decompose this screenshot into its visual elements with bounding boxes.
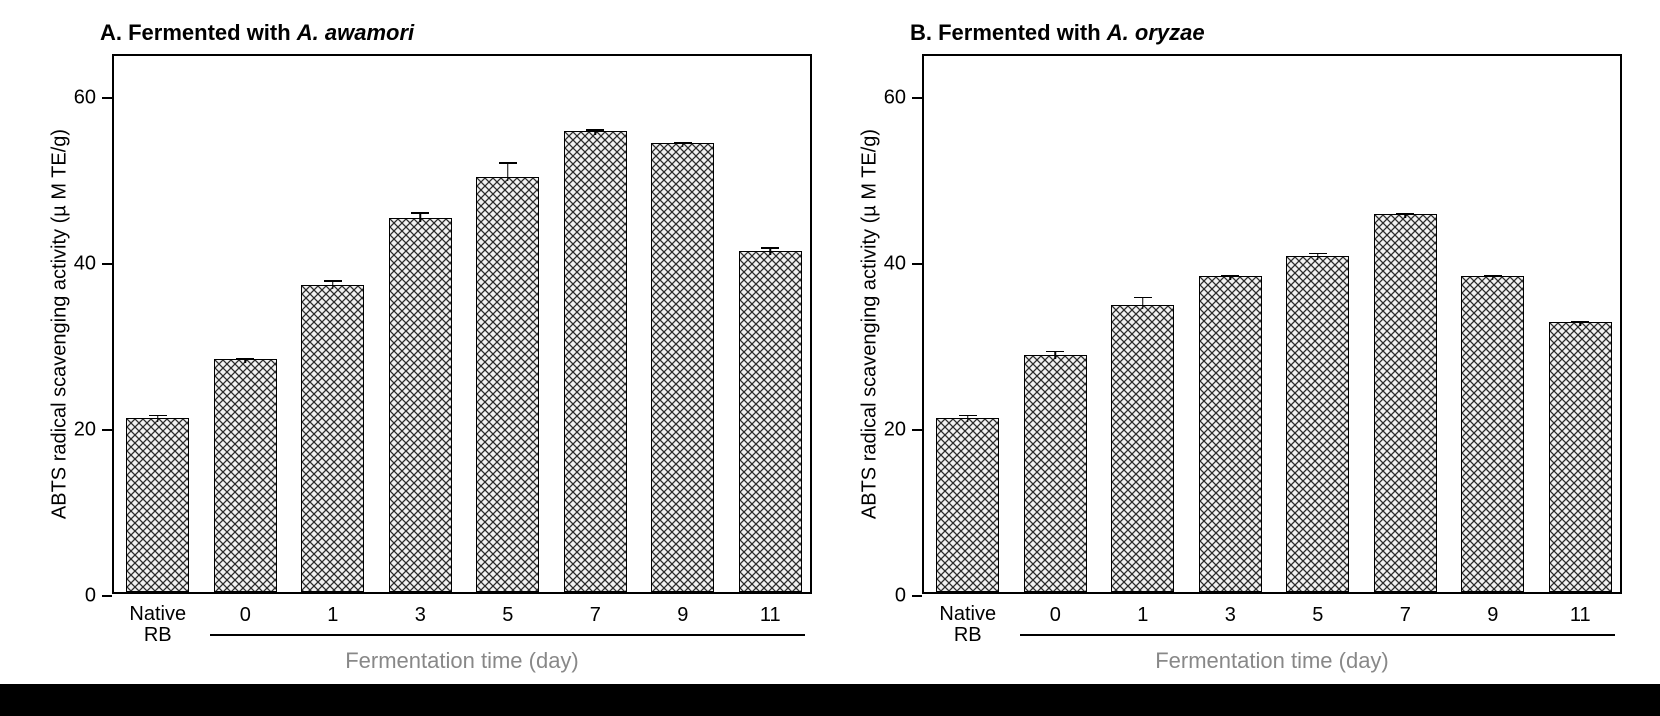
errorbar-cap xyxy=(1396,213,1414,215)
panel-a-title-prefix: A. Fermented with xyxy=(100,20,297,45)
ytick xyxy=(912,263,922,265)
ytick xyxy=(102,595,112,597)
xlabel: Fermentation time (day) xyxy=(345,648,579,674)
errorbar-cap xyxy=(586,129,604,131)
group-underline xyxy=(210,634,805,636)
xtick-label: 7 xyxy=(1400,604,1411,627)
panel-b-title: B. Fermented with A. oryzae xyxy=(910,20,1622,46)
errorbar-cap xyxy=(1221,275,1239,277)
bar xyxy=(651,143,714,592)
bar xyxy=(739,251,802,592)
errorbar-cap xyxy=(959,415,977,417)
errorbar-cap xyxy=(1571,321,1589,323)
panel-a-title: A. Fermented with A. awamori xyxy=(100,20,812,46)
bar xyxy=(126,418,189,592)
errorbar-cap xyxy=(324,280,342,282)
panel-a: A. Fermented with A. awamori ABTS radica… xyxy=(40,20,812,594)
xtick-label: 1 xyxy=(327,604,338,627)
ytick-label: 0 xyxy=(85,585,96,608)
bar xyxy=(476,177,539,592)
bar xyxy=(1199,276,1262,592)
panel-b: B. Fermented with A. oryzae ABTS radical… xyxy=(850,20,1622,594)
xtick-label: 3 xyxy=(415,604,426,627)
panel-a-plot: 0204060NativeRB01357911Fermentation time… xyxy=(112,54,812,594)
errorbar-stem xyxy=(1142,297,1144,309)
errorbar-cap xyxy=(149,415,167,417)
xtick-label: 7 xyxy=(590,604,601,627)
bar xyxy=(1461,276,1524,592)
bar xyxy=(1024,355,1087,592)
panel-b-plot: 0204060NativeRB01357911Fermentation time… xyxy=(922,54,1622,594)
ytick-label: 40 xyxy=(74,252,96,275)
panel-b-title-prefix: B. Fermented with xyxy=(910,20,1107,45)
panel-a-title-ital: A. awamori xyxy=(297,20,414,45)
errorbar-cap xyxy=(411,212,429,214)
bar xyxy=(389,218,452,592)
ytick-label: 60 xyxy=(74,86,96,109)
page: A. Fermented with A. awamori ABTS radica… xyxy=(0,0,1660,716)
errorbar-cap xyxy=(1484,275,1502,277)
bar xyxy=(1286,256,1349,592)
xtick-label: 1 xyxy=(1137,604,1148,627)
ytick xyxy=(102,429,112,431)
ytick xyxy=(912,97,922,99)
xtick-label: 11 xyxy=(760,604,781,627)
panel-b-title-ital: A. oryzae xyxy=(1107,20,1205,45)
xtick-label: 9 xyxy=(677,604,688,627)
xtick-label: NativeRB xyxy=(939,604,996,646)
ytick-label: 60 xyxy=(884,86,906,109)
bottom-black-bar xyxy=(0,684,1660,716)
xlabel: Fermentation time (day) xyxy=(1155,648,1389,674)
ytick xyxy=(102,263,112,265)
group-underline xyxy=(1020,634,1615,636)
ytick-label: 20 xyxy=(884,418,906,441)
xtick-label: 0 xyxy=(1050,604,1061,627)
errorbar-cap xyxy=(1046,351,1064,353)
bar xyxy=(1111,305,1174,592)
xtick-label: 5 xyxy=(502,604,513,627)
bar xyxy=(936,418,999,592)
xtick-label: 9 xyxy=(1487,604,1498,627)
bar xyxy=(1549,322,1612,592)
errorbar-cap xyxy=(1134,297,1152,299)
errorbar-cap xyxy=(674,142,692,144)
bar xyxy=(564,131,627,592)
bar xyxy=(1374,214,1437,592)
xtick-label: 5 xyxy=(1312,604,1323,627)
errorbar-cap xyxy=(1309,253,1327,255)
errorbar-stem xyxy=(507,162,509,180)
errorbar-cap xyxy=(761,247,779,249)
xtick-label: 3 xyxy=(1225,604,1236,627)
ytick-label: 40 xyxy=(884,252,906,275)
ytick-label: 0 xyxy=(895,585,906,608)
panel-b-chart: ABTS radical scavenging activity (µ M TE… xyxy=(850,54,1622,594)
bar xyxy=(214,359,277,592)
bar xyxy=(301,285,364,592)
panel-a-chart: ABTS radical scavenging activity (µ M TE… xyxy=(40,54,812,594)
errorbar-cap xyxy=(236,358,254,360)
xtick-label: 0 xyxy=(240,604,251,627)
xtick-label: 11 xyxy=(1570,604,1591,627)
panel-b-ylabel: ABTS radical scavenging activity (µ M TE… xyxy=(859,129,882,519)
ytick-label: 20 xyxy=(74,418,96,441)
errorbar-cap xyxy=(499,162,517,164)
ytick xyxy=(912,429,922,431)
ytick xyxy=(912,595,922,597)
xtick-label: NativeRB xyxy=(129,604,186,646)
ytick xyxy=(102,97,112,99)
panel-a-ylabel: ABTS radical scavenging activity (µ M TE… xyxy=(49,129,72,519)
